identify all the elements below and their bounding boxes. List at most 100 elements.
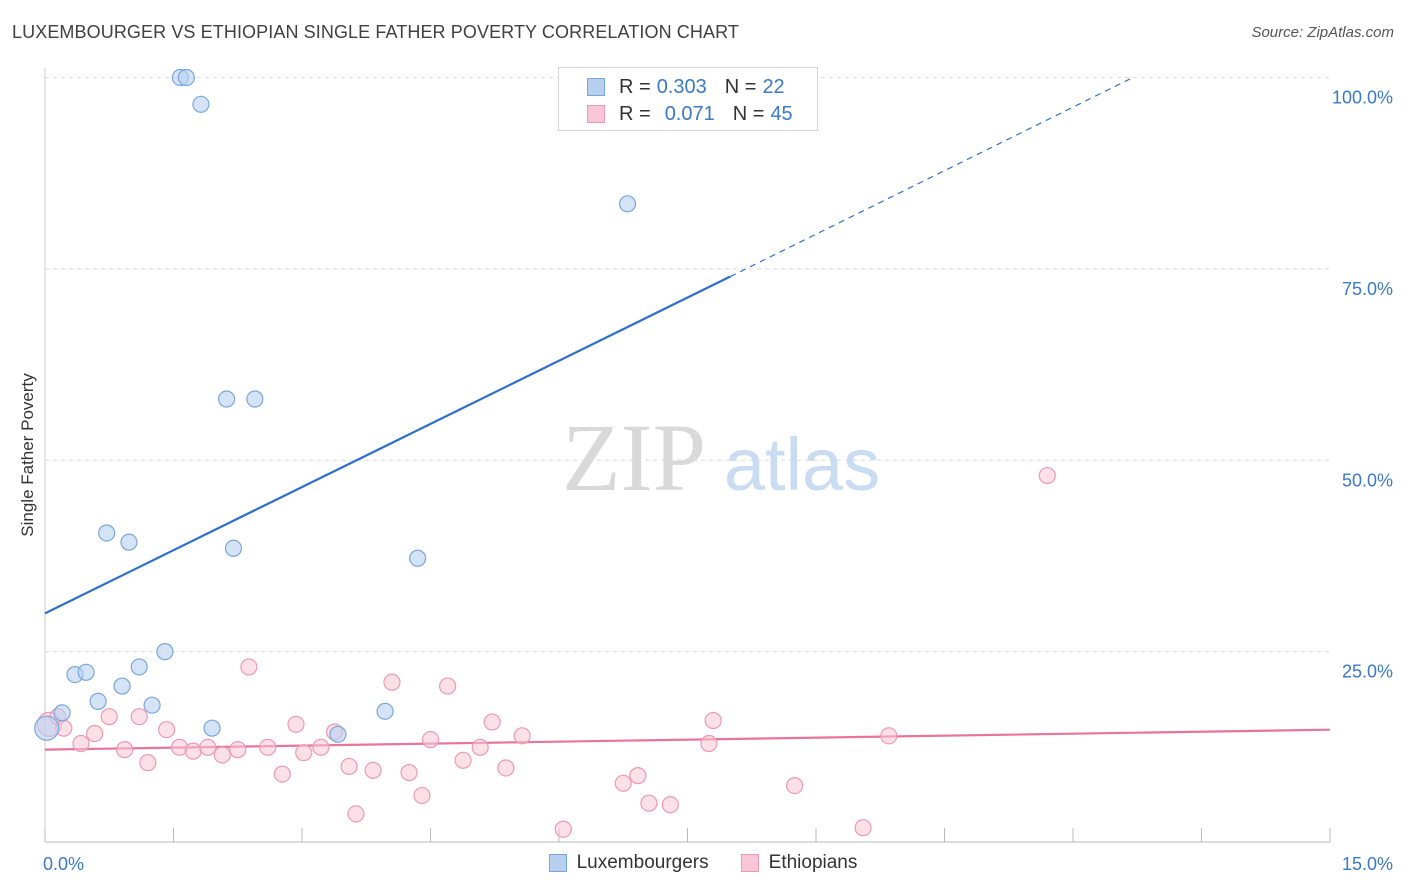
data-point-luxembourgers: [130, 658, 148, 676]
data-point-ethiopians: [312, 738, 330, 756]
legend-r-label: R =: [619, 75, 651, 98]
data-point-luxembourgers: [246, 390, 264, 408]
data-point-ethiopians: [640, 794, 658, 812]
data-point-ethiopians: [139, 754, 157, 772]
x-tick-label: 15.0%: [1342, 854, 1393, 874]
data-point-ethiopians: [880, 727, 898, 745]
data-point-ethiopians: [340, 757, 358, 776]
legend-n-value: 45: [770, 102, 793, 125]
data-point-luxembourgers: [34, 715, 60, 741]
x-tick-label: 0.0%: [43, 854, 84, 874]
legend-item-ethiopians: Ethiopians: [740, 852, 858, 874]
data-point-luxembourgers: [376, 702, 394, 720]
data-point-luxembourgers: [156, 643, 174, 661]
data-point-luxembourgers: [203, 719, 221, 737]
legend-n-label: N =: [724, 75, 757, 98]
data-point-ethiopians: [130, 708, 148, 726]
data-point-ethiopians: [229, 741, 247, 759]
data-point-luxembourgers: [329, 725, 347, 743]
data-point-luxembourgers: [53, 704, 71, 722]
data-point-ethiopians: [184, 742, 202, 760]
data-point-ethiopians: [614, 774, 632, 792]
watermark: ZIP atlas: [562, 404, 880, 511]
data-point-ethiopians: [454, 751, 472, 769]
data-point-luxembourgers: [192, 95, 210, 113]
data-point-ethiopians: [116, 741, 134, 759]
series-legend: Luxembourgers Ethiopians: [0, 852, 1406, 874]
data-point-ethiopians: [661, 796, 679, 814]
legend-n-label: N =: [732, 102, 765, 125]
data-point-ethiopians: [347, 805, 365, 823]
data-point-ethiopians: [364, 761, 382, 779]
legend-row-ethiopians: R = 0.071 N = 45: [587, 102, 793, 126]
data-point-ethiopians: [421, 731, 440, 749]
data-point-ethiopians: [259, 738, 277, 756]
y-tick-label: 100.0%: [1332, 88, 1393, 108]
data-point-ethiopians: [199, 738, 217, 756]
data-point-luxembourgers: [618, 195, 637, 213]
grid-lines: [45, 77, 1330, 653]
data-point-ethiopians: [72, 734, 90, 753]
legend-item-luxembourgers: Luxembourgers: [548, 852, 709, 874]
data-point-ethiopians: [273, 765, 291, 783]
source-label: Source: ZipAtlas.com: [1251, 24, 1394, 41]
legend-row-luxembourgers: R = 0.303 N = 22: [587, 75, 785, 99]
data-point-ethiopians: [295, 744, 313, 762]
watermark-zip: ZIP: [562, 404, 706, 511]
y-tick-label: 50.0%: [1342, 470, 1393, 490]
data-point-ethiopians: [240, 658, 258, 676]
legend-swatch-pink: [740, 854, 759, 872]
data-point-ethiopians: [439, 677, 457, 695]
chart-title: LUXEMBOURGER VS ETHIOPIAN SINGLE FATHER …: [12, 22, 739, 42]
legend-r-value: 0.071: [664, 102, 715, 125]
stats-legend: R = 0.303 N = 22 R = 0.071 N = 45: [558, 67, 818, 131]
trend-lines: [44, 76, 1331, 751]
data-points: [34, 68, 1056, 838]
legend-swatch-pink: [587, 105, 605, 123]
trend-line-ethiopians: [44, 728, 1331, 751]
trend-line-luxembourgers: [44, 275, 731, 615]
data-point-luxembourgers: [177, 68, 195, 87]
data-point-ethiopians: [785, 776, 804, 795]
y-axis-label: Single Father Poverty: [18, 373, 37, 537]
legend-label-ethiopians: Ethiopians: [768, 852, 858, 873]
data-point-ethiopians: [700, 734, 718, 753]
y-tick-label: 25.0%: [1342, 662, 1393, 682]
data-point-luxembourgers: [89, 692, 107, 710]
data-point-luxembourgers: [224, 539, 243, 557]
y-tick-label: 75.0%: [1342, 279, 1393, 299]
data-point-ethiopians: [704, 711, 722, 730]
legend-swatch-blue: [548, 854, 567, 872]
data-point-ethiopians: [413, 786, 431, 805]
data-point-ethiopians: [513, 727, 531, 745]
data-point-luxembourgers: [143, 696, 161, 714]
data-point-luxembourgers: [98, 524, 116, 542]
data-point-ethiopians: [1038, 466, 1056, 485]
data-point-ethiopians: [383, 673, 401, 691]
data-point-ethiopians: [483, 713, 501, 731]
data-point-ethiopians: [100, 708, 118, 726]
data-point-ethiopians: [287, 715, 305, 733]
legend-r-label: R =: [619, 102, 651, 125]
data-point-ethiopians: [497, 759, 515, 777]
legend-n-value: 22: [762, 75, 785, 98]
data-point-luxembourgers: [409, 549, 427, 567]
tick-labels: 25.0% 50.0% 75.0% 100.0% 0.0% 15.0%: [43, 88, 1393, 875]
legend-label-luxembourgers: Luxembourgers: [576, 852, 709, 873]
watermark-atlas: atlas: [724, 423, 880, 506]
data-point-luxembourgers: [218, 390, 236, 408]
data-point-ethiopians: [158, 721, 176, 739]
data-point-ethiopians: [86, 724, 104, 743]
data-point-luxembourgers: [120, 533, 138, 551]
data-point-ethiopians: [629, 767, 647, 785]
data-point-luxembourgers: [77, 663, 95, 681]
data-point-ethiopians: [400, 763, 418, 782]
data-point-ethiopians: [471, 738, 489, 756]
data-point-ethiopians: [854, 819, 872, 837]
legend-swatch-blue: [587, 78, 605, 96]
data-point-ethiopians: [213, 746, 231, 764]
trend-line-luxembourgers-extension: [730, 76, 1134, 278]
legend-r-value: 0.303: [656, 75, 707, 98]
data-point-luxembourgers: [113, 677, 131, 695]
